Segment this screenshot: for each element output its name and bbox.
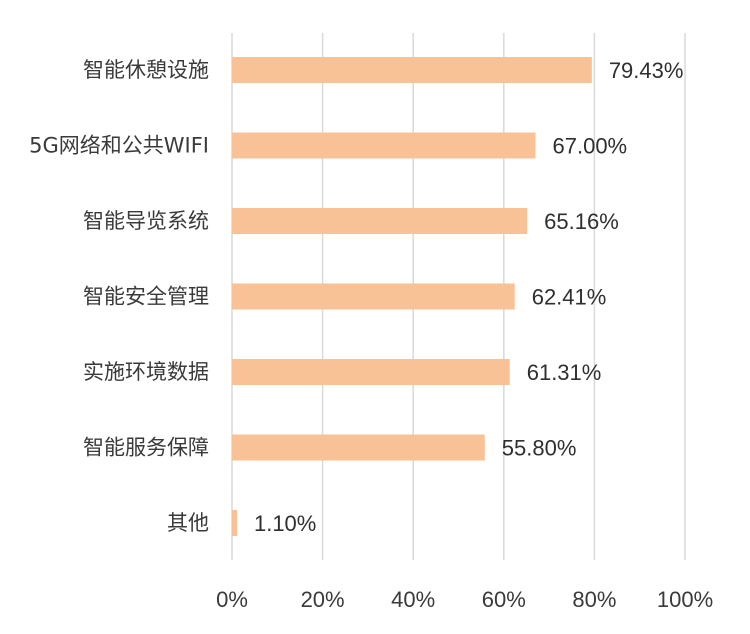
x-tick-label: 40% <box>391 587 435 612</box>
data-label: 67.00% <box>553 134 628 159</box>
data-label: 65.16% <box>544 209 619 234</box>
data-label: 61.31% <box>527 360 602 385</box>
bar <box>232 510 237 536</box>
x-tick-label: 100% <box>657 587 713 612</box>
value-labels: 79.43% 67.00% 65.16% 62.41% 61.31% 55.80% 1.10… <box>254 58 683 536</box>
x-axis-ticks: 0% 20% 40% 60% 80% 100% <box>216 587 713 612</box>
category-label: 智能安全管理 <box>83 285 209 309</box>
x-tick-label: 60% <box>482 587 526 612</box>
bar <box>232 132 536 159</box>
category-label: 智能服务保障 <box>83 436 209 460</box>
bar <box>232 57 592 83</box>
category-label: 5G网络和公共WIFI <box>29 134 209 158</box>
data-label: 1.10% <box>254 511 316 536</box>
category-label: 智能导览系统 <box>83 209 209 233</box>
category-labels: 智能休憩设施 5G网络和公共WIFI 智能导览系统智能安全管理实施环境数据智能服务保… <box>29 58 209 535</box>
bar <box>232 359 510 385</box>
bar <box>232 434 485 461</box>
x-tick-label: 20% <box>301 587 345 612</box>
bar <box>232 208 528 234</box>
x-tick-label: 80% <box>572 587 616 612</box>
category-label: 其他 <box>167 511 209 535</box>
category-label: 智能休憩设施 <box>83 58 209 82</box>
bars <box>232 57 592 536</box>
data-label: 55.80% <box>502 436 577 461</box>
bar <box>232 283 515 310</box>
x-tick-label: 0% <box>216 587 248 612</box>
category-label: 实施环境数据 <box>83 360 209 384</box>
data-label: 62.41% <box>532 285 607 310</box>
data-label: 79.43% <box>609 58 684 83</box>
